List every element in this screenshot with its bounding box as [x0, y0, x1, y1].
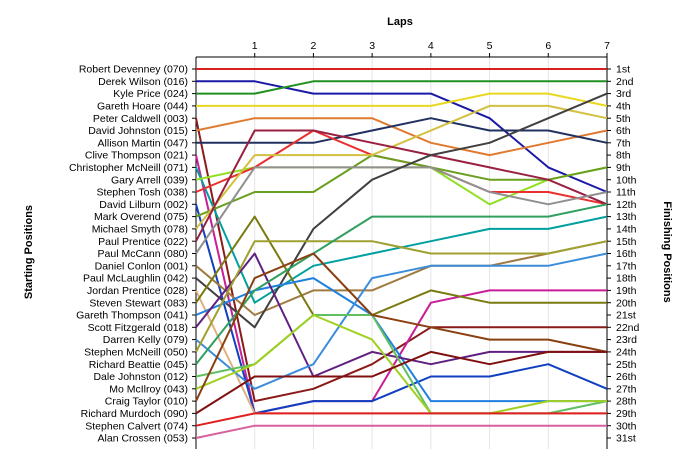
starting-position-label: Stephen Calvert (074): [85, 420, 188, 432]
starting-position-label: Kyle Price (024): [113, 88, 188, 100]
x-tick-label: 7: [604, 40, 610, 52]
series-line: [195, 424, 607, 439]
starting-position-label: Richard Murdoch (090): [81, 408, 188, 420]
starting-position-label: Stephen McNeill (050): [84, 347, 188, 359]
finishing-position-label: 29th: [616, 408, 637, 420]
series-line: [195, 204, 608, 415]
finishing-position-label: 21st: [616, 310, 636, 322]
finishing-position-label: 16th: [616, 248, 637, 260]
finishing-position-label: 12th: [616, 199, 637, 211]
starting-position-label: Darren Kelly (079): [103, 334, 188, 346]
series-line: [195, 350, 607, 415]
finishing-position-label: 10th: [616, 174, 637, 186]
x-tick-label: 2: [311, 40, 317, 52]
finishing-position-label: 22nd: [616, 322, 640, 334]
series-line: [195, 166, 608, 206]
finishing-position-label: 24th: [616, 347, 637, 359]
starting-position-label: Stephen Tosh (038): [97, 187, 188, 199]
finishing-position-label: 11th: [616, 187, 636, 199]
series-line: [195, 240, 608, 353]
starting-position-label: Richard Beattie (045): [89, 359, 188, 371]
finishing-position-label: 15th: [616, 236, 637, 248]
series-line: [195, 215, 607, 316]
starting-position-label: Clive Thompson (021): [85, 150, 188, 162]
series-line: [196, 92, 608, 107]
finishing-position-label: 17th: [616, 260, 637, 272]
starting-position-label: Jordan Prentice (028): [87, 285, 188, 297]
starting-position-label: Scott Fitzgerald (018): [88, 322, 188, 334]
finishing-position-label: 26th: [616, 371, 637, 383]
series-lines: [195, 68, 608, 439]
x-tick-label: 5: [487, 40, 493, 52]
x-tick-label: 6: [545, 40, 551, 52]
chart-title: Laps: [387, 16, 413, 28]
starting-position-label: David Johnston (015): [88, 125, 188, 137]
series-line: [195, 252, 608, 390]
series-line: [195, 412, 607, 427]
starting-position-label: Gareth Thompson (041): [76, 310, 188, 322]
starting-position-label: Michael Smyth (078): [92, 224, 188, 236]
x-tick-label: 1: [252, 40, 258, 52]
finishing-position-label: 4th: [616, 101, 631, 113]
starting-position-label: Paul McLaughlin (042): [83, 273, 188, 285]
finishing-position-label: 28th: [616, 396, 637, 408]
finishing-position-label: 25th: [616, 359, 637, 371]
finishing-position-label: 31st: [616, 433, 636, 445]
series-line: [196, 80, 608, 193]
finishing-position-label: 3rd: [616, 88, 631, 100]
y-axis-left-title: Starting Positions: [23, 205, 35, 299]
y-axis-right-title: Finishing Positions: [661, 201, 673, 302]
finishing-position-label: 7th: [616, 137, 631, 149]
series-line: [195, 117, 607, 403]
finishing-position-label: 6th: [616, 125, 631, 137]
finishing-position-label: 20th: [616, 297, 637, 309]
series-line: [196, 117, 608, 144]
starting-position-label: Gary Arrell (039): [111, 174, 188, 186]
finishing-position-label: 18th: [616, 273, 637, 285]
starting-position-label: Alan Crossen (053): [98, 433, 188, 445]
series-line: [195, 154, 608, 218]
x-tick-label: 4: [428, 40, 434, 52]
series-line: [195, 252, 608, 402]
series-line: [195, 117, 608, 157]
finishing-position-label: 14th: [616, 224, 637, 236]
series-line: [195, 203, 608, 365]
starting-position-label: Robert Devenney (070): [79, 64, 188, 76]
starting-position-label: Dale Johnston (012): [93, 371, 188, 383]
starting-position-label: Daniel Conlon (001): [95, 260, 188, 272]
starting-position-label: Steven Stewart (083): [89, 297, 188, 309]
series-line: [195, 92, 608, 329]
position-labels: Robert Devenney (070)Derek Wilson (016)K…: [69, 64, 640, 445]
finishing-position-label: 19th: [616, 285, 637, 297]
finishing-position-label: 2nd: [616, 76, 634, 88]
starting-position-label: Derek Wilson (016): [98, 76, 188, 88]
x-tick-label: 3: [369, 40, 375, 52]
series-line: [196, 80, 607, 95]
finishing-position-label: 8th: [616, 150, 631, 162]
starting-position-label: Craig Taylor (010): [105, 396, 188, 408]
finishing-position-label: 23rd: [616, 334, 637, 346]
finishing-position-label: 30th: [616, 420, 637, 432]
starting-position-label: Paul Prentice (022): [98, 236, 188, 248]
series-line: [195, 167, 608, 304]
starting-position-label: Gareth Hoare (044): [97, 101, 188, 113]
finishing-position-label: 9th: [616, 162, 631, 174]
starting-position-label: Mark Overend (075): [94, 211, 188, 223]
series-line: [195, 240, 608, 316]
starting-position-label: Paul McCann (080): [98, 248, 188, 260]
finishing-position-label: 1st: [616, 64, 630, 76]
series-line: [195, 129, 608, 242]
series-line: [195, 154, 607, 415]
starting-position-label: Peter Caldwell (003): [93, 113, 188, 125]
series-line: [195, 314, 607, 415]
starting-position-label: Mo McIlroy (043): [109, 383, 188, 395]
starting-position-label: Christopher McNeill (071): [69, 162, 188, 174]
series-line: [195, 104, 608, 230]
finishing-position-label: 27th: [616, 383, 637, 395]
finishing-position-label: 5th: [616, 113, 631, 125]
finishing-position-label: 13th: [616, 211, 637, 223]
starting-position-label: Allison Martin (047): [98, 137, 188, 149]
starting-position-label: David Lilburn (002): [99, 199, 188, 211]
